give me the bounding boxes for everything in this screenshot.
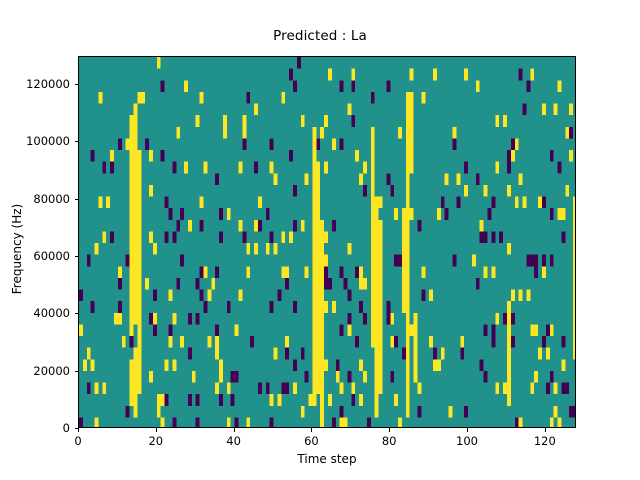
x-tick-mark-1 bbox=[155, 428, 157, 432]
y-tick-mark-5 bbox=[74, 141, 78, 143]
y-tick-mark-6 bbox=[74, 84, 78, 85]
x-tick-mark-2 bbox=[233, 428, 235, 432]
y-tick-mark-3 bbox=[74, 256, 78, 257]
y-tick-label-2: 40000 bbox=[33, 306, 70, 321]
x-tick-mark-5 bbox=[467, 428, 468, 432]
x-tick-mark-0 bbox=[78, 428, 79, 432]
x-tick-label-5: 100 bbox=[456, 434, 478, 448]
y-tick-label-3: 60000 bbox=[33, 249, 70, 263]
x-tick-label-6: 120 bbox=[533, 434, 556, 448]
y-tick-label-1: 20000 bbox=[33, 363, 70, 378]
x-tick-label-1: 20 bbox=[148, 434, 164, 448]
page-title: Predicted : La bbox=[273, 28, 367, 44]
y-tick-mark-1 bbox=[74, 370, 78, 372]
heatmap-image bbox=[79, 57, 575, 427]
x-tick-mark-6 bbox=[544, 428, 546, 432]
x-tick-mark-4 bbox=[389, 428, 391, 432]
x-tick-label-2: 40 bbox=[226, 434, 241, 448]
x-tick-label-3: 60 bbox=[304, 434, 319, 448]
y-tick-mark-0 bbox=[74, 428, 78, 429]
y-tick-mark-2 bbox=[74, 313, 78, 315]
y-tick-label-0: 0 bbox=[62, 421, 70, 435]
x-axis-label: Time step bbox=[297, 452, 357, 466]
x-tick-label-4: 80 bbox=[381, 434, 397, 448]
y-tick-label-6: 120000 bbox=[26, 77, 70, 91]
y-tick-label-4: 80000 bbox=[33, 191, 70, 206]
y-tick-mark-4 bbox=[74, 198, 78, 200]
y-axis-label: Frequency (Hz) bbox=[10, 203, 24, 295]
x-tick-mark-3 bbox=[311, 428, 313, 432]
x-tick-label-0: 0 bbox=[74, 434, 82, 448]
y-tick-label-5: 100000 bbox=[26, 134, 70, 149]
heatmap-axes bbox=[78, 56, 576, 428]
